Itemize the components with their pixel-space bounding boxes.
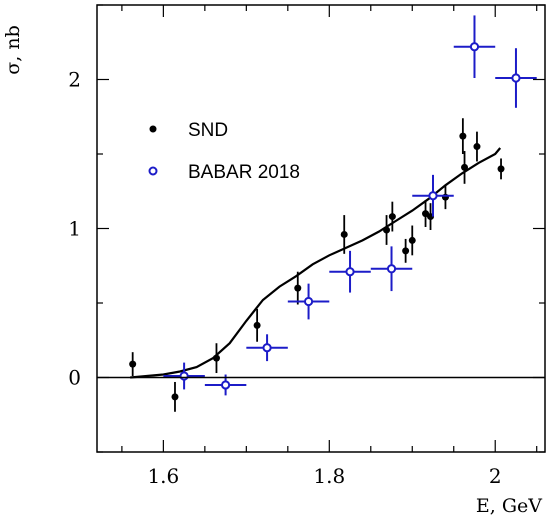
legend-snd-label: SND [188,120,228,141]
x-tick-label: 1.8 [313,464,345,488]
snd-point [129,352,137,377]
snd-marker [459,132,467,140]
babar-marker [345,267,355,277]
babar-point [453,15,496,79]
snd-point [212,343,220,374]
babar-point [412,174,454,217]
snd-point [253,308,261,342]
legend-snd-marker [149,125,157,133]
snd-point [408,225,416,256]
babar-point [370,246,413,292]
babar-point [329,250,371,293]
snd-marker [294,284,302,292]
legend-babar-marker [148,166,158,176]
legend-babar-label: BABAR 2018 [188,162,300,183]
snd-point [497,158,505,180]
snd-marker [473,143,481,151]
y-tick-label: 0 [68,366,81,390]
axes-layer: 1.6 1.8 2 0 1 2 [68,4,546,488]
babar-marker [511,73,521,83]
babar-marker [303,296,314,307]
snd-marker [171,393,179,401]
snd-marker [402,247,410,255]
snd-point [459,118,467,154]
babar-point [495,48,537,108]
x-axis-label: E, GeV [476,495,542,517]
babar-marker [220,380,231,390]
snd-point [388,201,396,232]
y-tick-label: 2 [68,68,81,92]
babar-marker [428,191,438,201]
babar-point [287,283,330,320]
snd-point [402,238,410,263]
snd-marker [388,213,396,221]
babar-marker [386,264,397,274]
snd-marker [497,165,505,173]
babar-point [246,334,288,362]
plot-frame [96,4,546,453]
snd-point [383,215,391,245]
snd-marker [253,321,261,329]
snd-marker [408,236,416,244]
snd-point [171,381,179,412]
babar-marker [469,42,480,52]
babar-marker [179,371,189,381]
snd-marker [340,230,348,238]
fit-curve [130,147,502,379]
snd-point [473,131,481,162]
snd-point [294,271,302,305]
snd-marker [461,163,469,171]
legend: SND BABAR 2018 [148,120,300,183]
snd-marker [212,354,220,362]
x-tick-label: 1.6 [147,464,179,488]
snd-point [461,151,469,184]
y-axis-label: σ, nb [2,25,24,74]
snd-point [340,215,348,254]
snd-marker [383,226,391,234]
babar-marker [262,343,272,353]
snd-marker [129,360,137,368]
y-tick-label: 1 [68,217,81,241]
snd-point [441,185,449,210]
x-tick-label: 2 [489,464,502,488]
fit-curve-layer [130,147,502,379]
data-points-layer [129,15,537,412]
